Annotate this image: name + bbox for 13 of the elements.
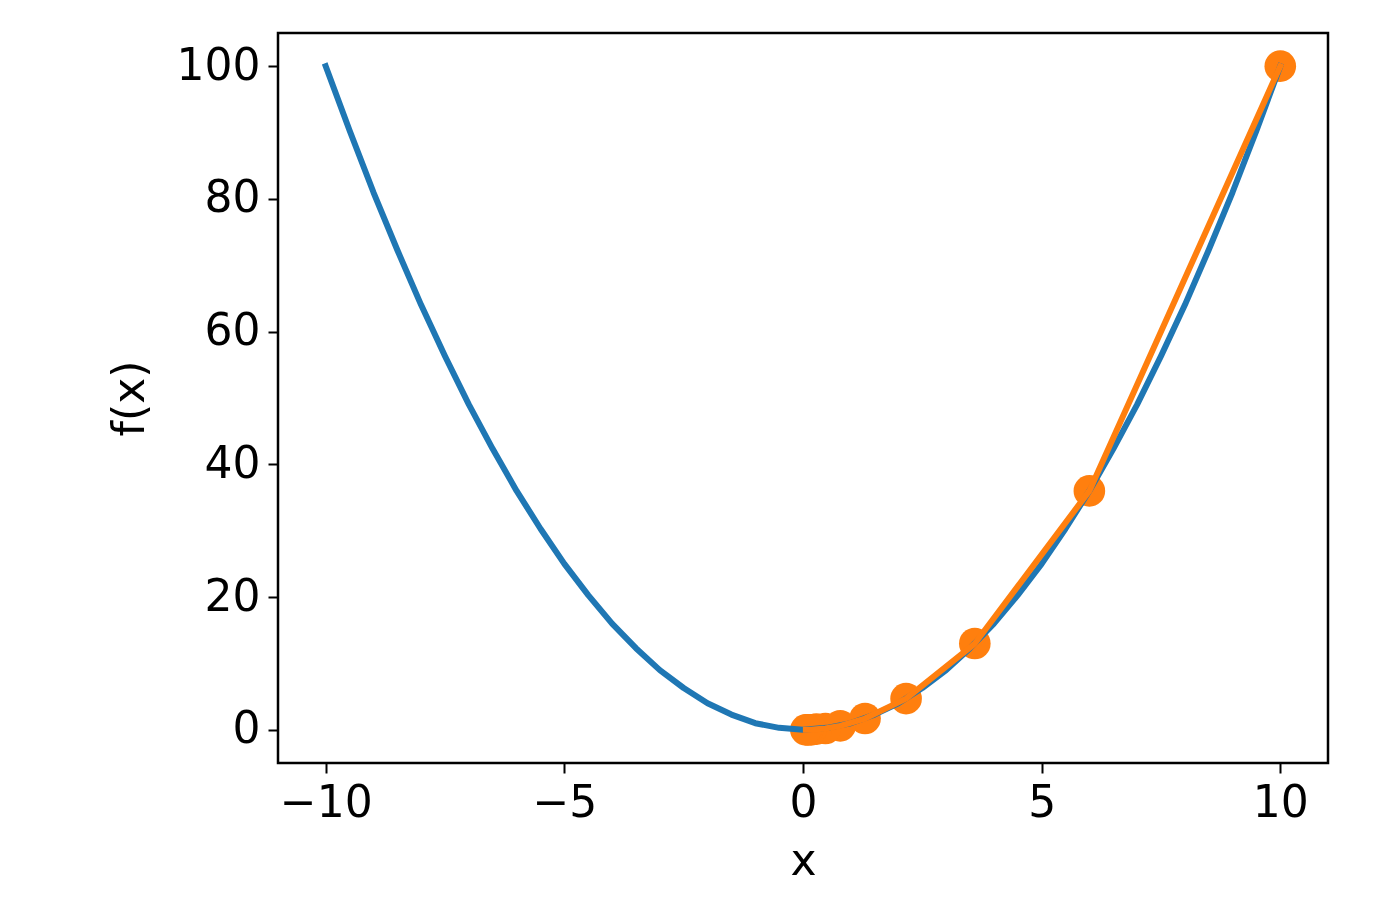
y-tick-label: 80 bbox=[204, 171, 261, 223]
y-axis-title: f(x) bbox=[102, 360, 154, 437]
x-axis-title: x bbox=[790, 833, 817, 885]
x-tick-label: 5 bbox=[1028, 775, 1057, 827]
x-tick-label: 10 bbox=[1252, 775, 1309, 827]
y-tick-label: 60 bbox=[204, 304, 261, 356]
y-tick-label: 100 bbox=[176, 38, 261, 90]
y-tick-label: 40 bbox=[204, 436, 261, 488]
x-tick-label: 0 bbox=[789, 775, 818, 827]
y-tick-label: 0 bbox=[232, 702, 261, 754]
x-tick-label: −5 bbox=[532, 775, 598, 827]
x-tick-label: −10 bbox=[279, 775, 373, 827]
y-tick-label: 20 bbox=[204, 569, 261, 621]
